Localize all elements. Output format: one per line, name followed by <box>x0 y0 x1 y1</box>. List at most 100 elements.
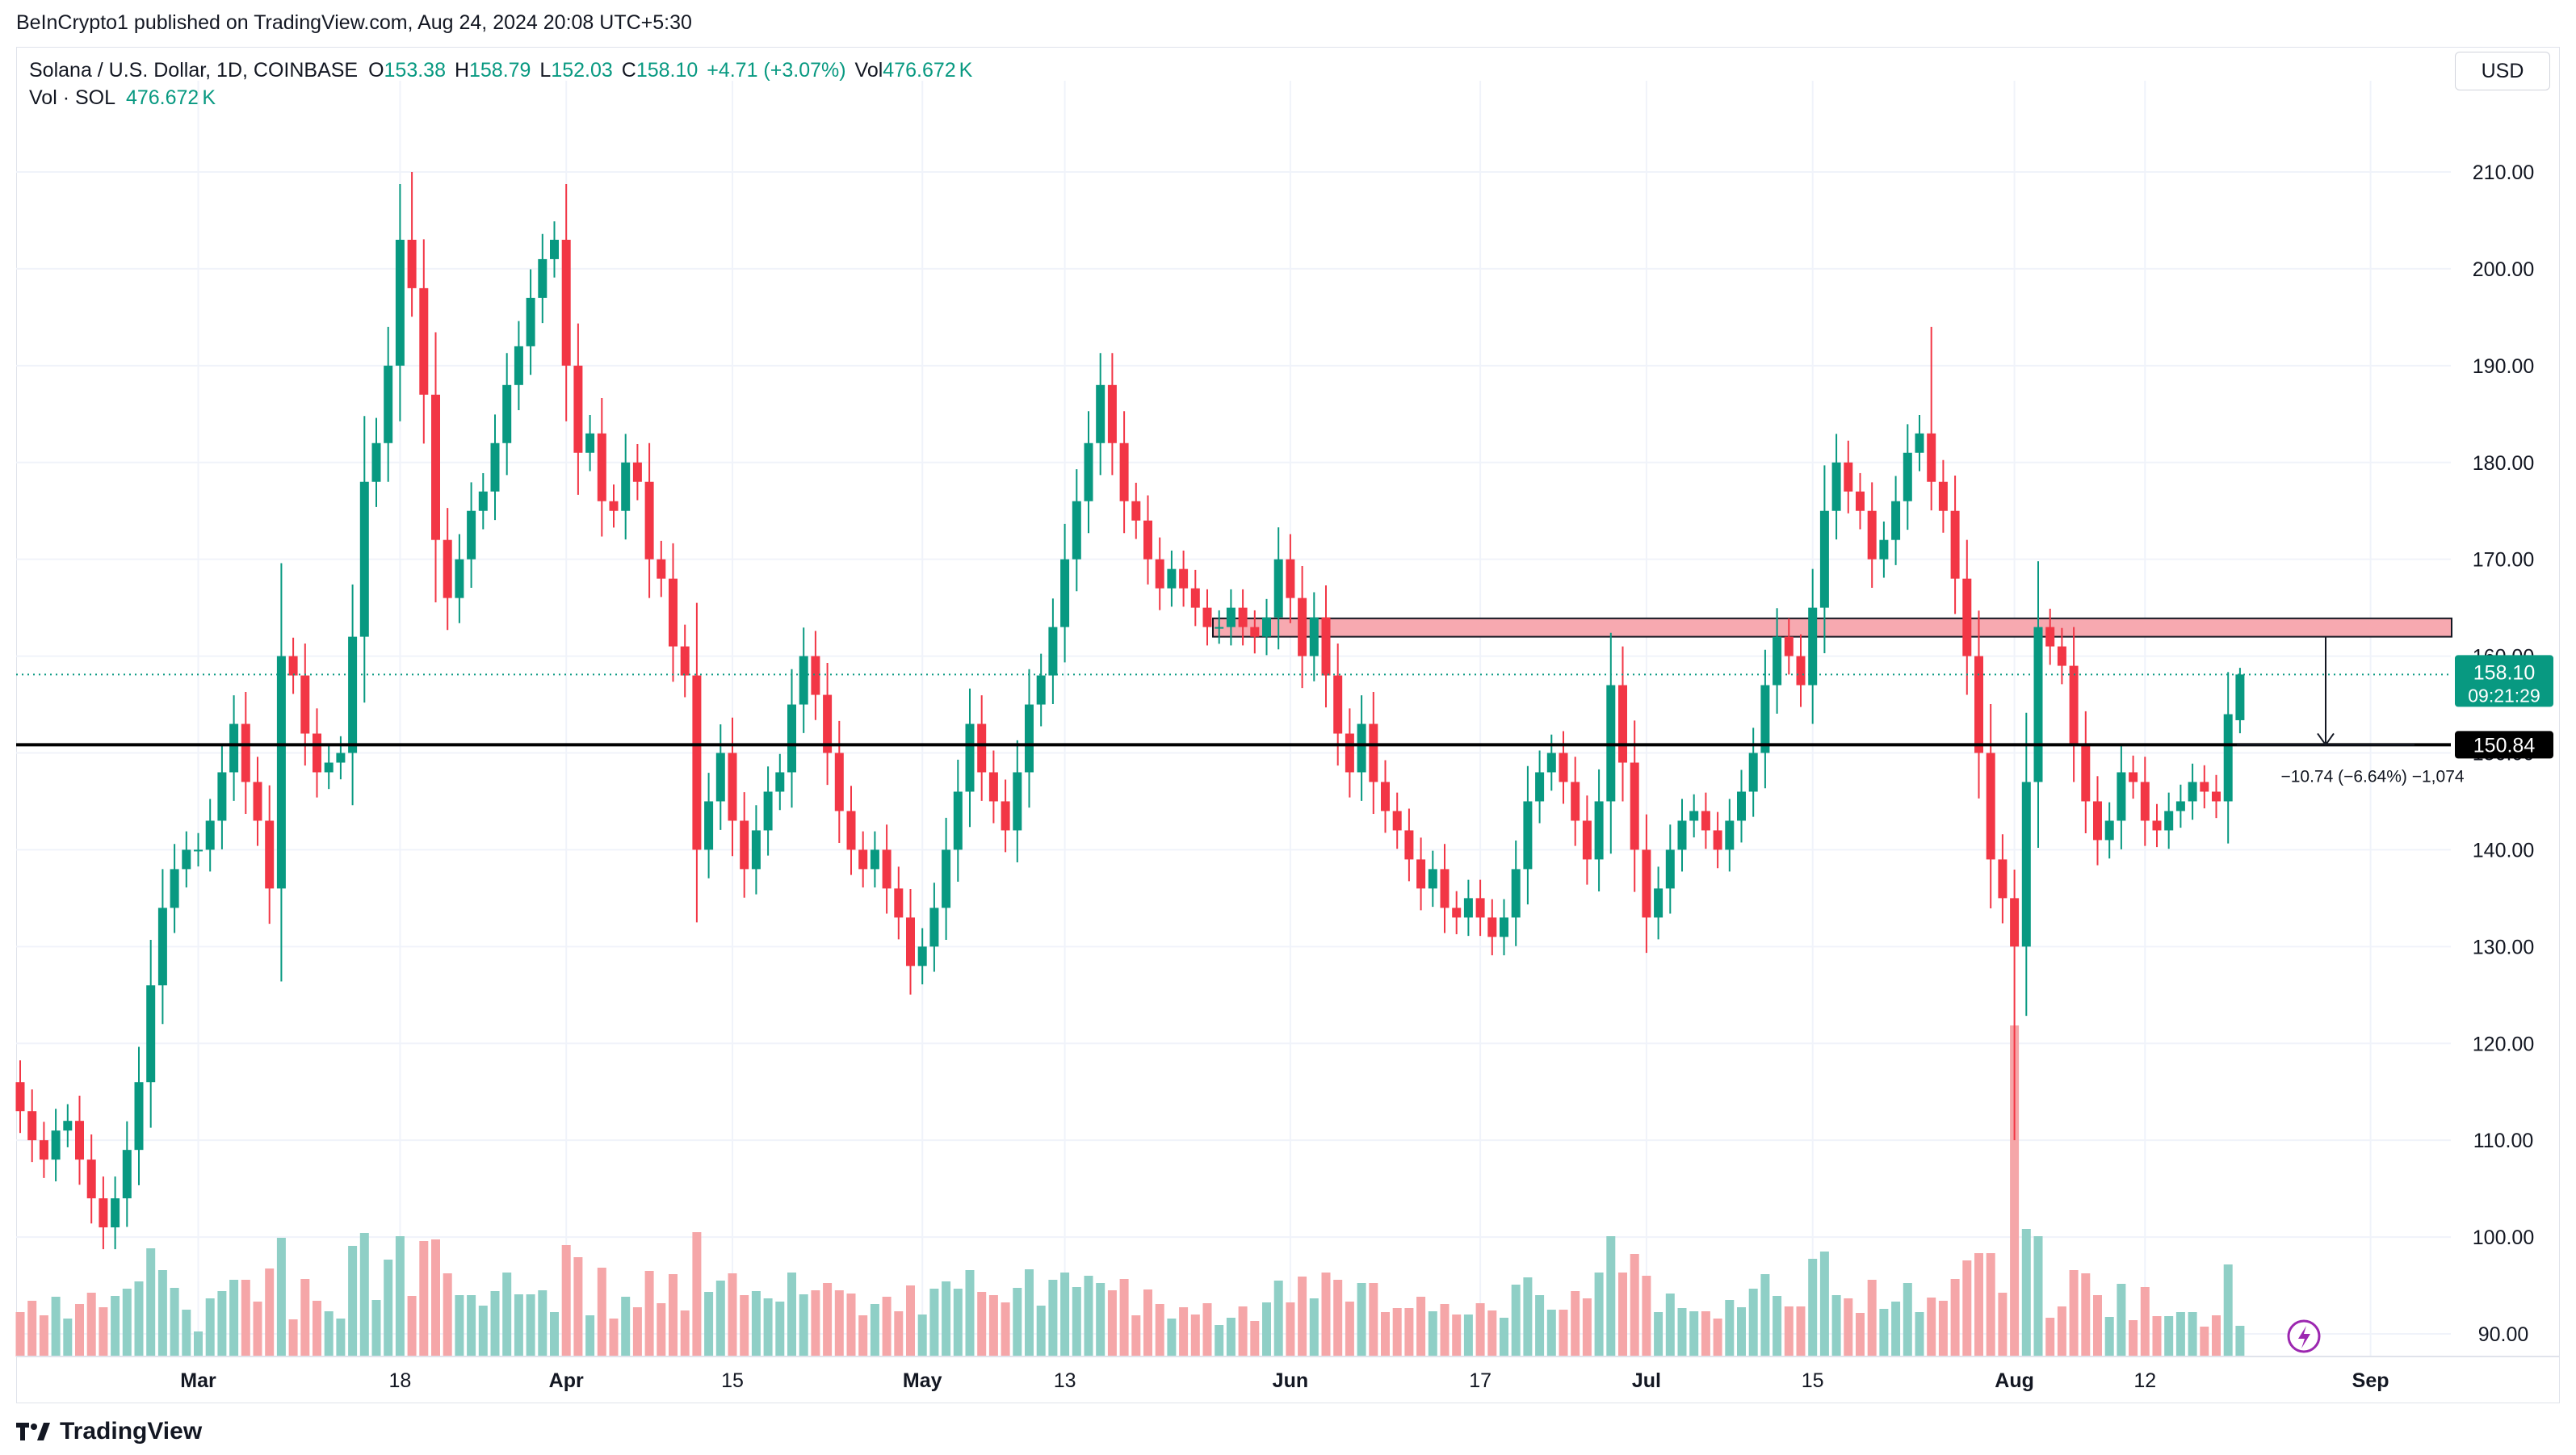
volume-bar <box>1190 1315 1200 1356</box>
candle-body <box>1831 462 1841 511</box>
candle-body <box>300 675 310 734</box>
candle-body <box>1998 859 2008 899</box>
candle-body <box>953 791 963 850</box>
candle-body <box>1927 433 1936 482</box>
candle-body <box>715 753 725 802</box>
volume-bar <box>1084 1276 1093 1356</box>
candle-body <box>1404 830 1414 860</box>
candle-body <box>550 239 559 259</box>
candle-body <box>1487 917 1497 937</box>
volume-bar <box>1286 1302 1295 1356</box>
volume-bar <box>1784 1306 1794 1356</box>
y-tick-label: 170.00 <box>2473 549 2534 572</box>
candle-body <box>1808 607 1818 686</box>
candle-body <box>988 772 998 802</box>
candle-body <box>1559 753 1568 782</box>
volume-bar <box>431 1239 440 1356</box>
candle-body <box>443 539 452 598</box>
volume-bar <box>561 1245 571 1356</box>
candle-body <box>2223 714 2233 802</box>
candle-body <box>1119 442 1129 501</box>
candle-body <box>75 1121 84 1160</box>
candle-body <box>1594 801 1604 860</box>
volume-bar <box>1559 1310 1568 1356</box>
candle-body <box>122 1150 132 1199</box>
candle-body <box>1190 588 1200 608</box>
candle-body <box>1215 627 1224 629</box>
volume-bar <box>1096 1283 1105 1356</box>
volume-bar <box>455 1295 464 1356</box>
volume-bar <box>882 1297 892 1356</box>
candle-body <box>1416 859 1426 889</box>
volume-bar <box>1903 1283 1912 1356</box>
volume-bar <box>1879 1309 1889 1356</box>
volume-bar <box>728 1273 737 1356</box>
volume-bar <box>1202 1303 1212 1356</box>
volume-bar <box>846 1294 856 1356</box>
candle-body <box>324 762 334 773</box>
tradingview-logo-icon <box>16 1419 52 1444</box>
candle-body <box>313 733 321 773</box>
candle-body <box>336 753 346 763</box>
volume-bar <box>217 1291 227 1356</box>
candle-body <box>253 782 262 821</box>
volume-bar <box>1867 1280 1877 1356</box>
volume-bar <box>205 1298 215 1356</box>
candle-body <box>1915 433 1924 453</box>
candle-body <box>1048 627 1058 676</box>
candle-body <box>111 1198 120 1228</box>
candle-body <box>2057 646 2066 666</box>
candle-body <box>1440 869 1450 908</box>
volume-bar <box>300 1279 310 1356</box>
candle-body <box>1701 811 1710 831</box>
volume-bar <box>514 1294 523 1356</box>
volume-bar <box>1143 1289 1152 1356</box>
candle-body <box>1475 898 1485 918</box>
candle-body <box>490 442 500 492</box>
y-tick-label: 140.00 <box>2473 839 2534 862</box>
volume-bar <box>669 1274 678 1356</box>
candle-body <box>894 888 904 918</box>
candle-body <box>194 849 203 852</box>
volume-bar <box>1618 1273 1627 1356</box>
high-value: 158.79 <box>469 59 531 82</box>
candle-body <box>1654 888 1663 918</box>
candle-body <box>1773 636 1782 686</box>
volume-bar <box>1369 1283 1378 1356</box>
candle-body <box>1986 753 1995 860</box>
candle-body <box>597 433 606 501</box>
candle-body <box>1060 559 1070 627</box>
candle-body <box>1879 539 1889 560</box>
candle-body <box>1036 675 1046 705</box>
candle-body <box>787 704 796 773</box>
candle-body <box>1463 898 1473 918</box>
candle-body <box>1582 820 1592 860</box>
candle-body <box>27 1111 37 1141</box>
candle-body <box>395 239 405 366</box>
volume-bar <box>182 1310 191 1356</box>
lightning-icon <box>2287 1319 2321 1353</box>
candle-body <box>1630 762 1639 850</box>
ohlc-row: Solana / U.S. Dollar, 1D, COINBASE O153.… <box>29 57 975 84</box>
x-tick-label: Aug <box>1995 1369 2034 1392</box>
candle-body <box>134 1082 144 1151</box>
volume-bar <box>111 1296 120 1356</box>
candle-body <box>1333 675 1343 734</box>
candle-body <box>917 946 927 967</box>
candle-body <box>799 656 808 705</box>
volume-bar <box>1962 1260 1972 1356</box>
volume-bar <box>324 1311 334 1356</box>
candle-body <box>1856 491 1865 511</box>
volume-bar <box>1701 1311 1710 1356</box>
symbol-title[interactable]: Solana / U.S. Dollar, 1D, COINBASE <box>29 59 359 82</box>
volume-bar <box>977 1292 987 1356</box>
volume-bar <box>1036 1306 1046 1356</box>
candle-body <box>1523 801 1533 870</box>
candle-body <box>1760 685 1770 753</box>
candle-body <box>2200 782 2209 792</box>
volume-bar <box>811 1290 820 1356</box>
volume-indicator-title[interactable]: Vol · SOL <box>29 86 115 109</box>
volume-bar <box>1748 1289 1758 1356</box>
currency-button[interactable]: USD <box>2455 52 2550 90</box>
